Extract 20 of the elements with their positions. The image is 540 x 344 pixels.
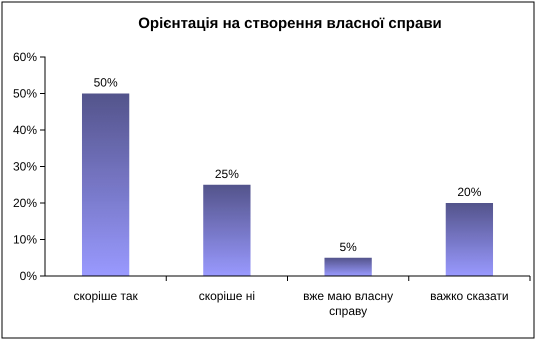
bar xyxy=(203,184,251,276)
data-label: 5% xyxy=(339,240,358,254)
x-tick-label: вже маю власну справу xyxy=(303,289,394,318)
y-tick-label: 0% xyxy=(20,268,38,283)
y-tick-label: 60% xyxy=(12,50,38,64)
y-tick-label: 40% xyxy=(12,122,38,137)
y-tick-label: 20% xyxy=(12,196,38,210)
data-label: 25% xyxy=(214,166,240,181)
bar xyxy=(82,94,130,276)
y-tick-label: 10% xyxy=(12,232,38,246)
data-label: 50% xyxy=(94,76,118,90)
y-tick-label: 30% xyxy=(12,159,38,174)
bar xyxy=(446,203,494,276)
bar xyxy=(324,258,372,276)
chart-title: Орієнтація на створення власної справи xyxy=(138,15,442,32)
y-tick-label: 50% xyxy=(12,86,38,100)
data-label: 20% xyxy=(457,185,482,199)
x-tick-label: важко сказати xyxy=(430,289,509,303)
x-tick-label: скоріше так xyxy=(73,289,139,303)
x-tick-label: скоріше ні xyxy=(198,289,256,303)
